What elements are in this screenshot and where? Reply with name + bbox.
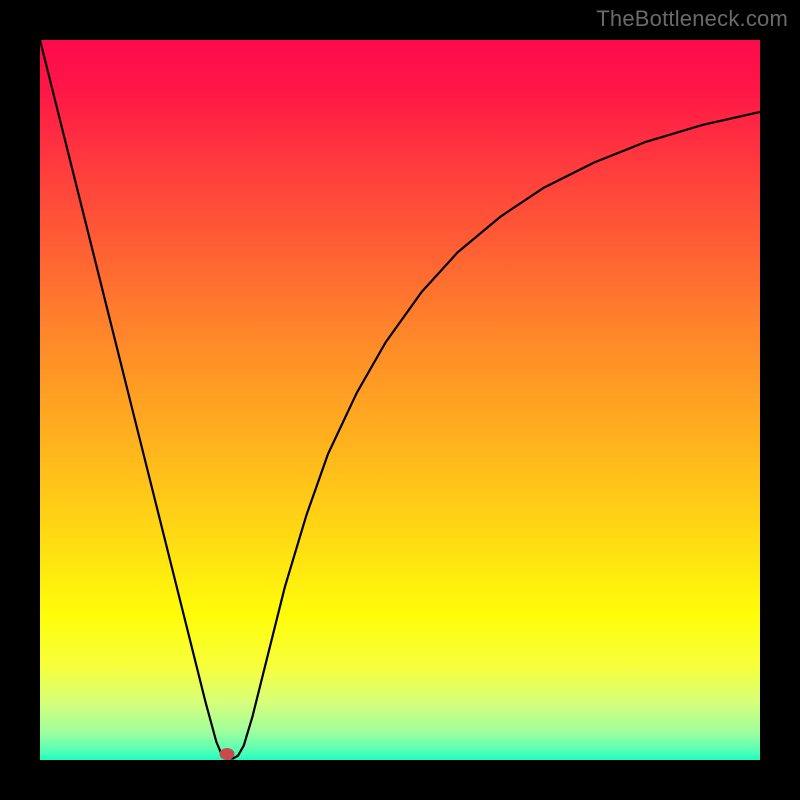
plot-area — [40, 40, 760, 760]
watermark-text: TheBottleneck.com — [596, 6, 788, 32]
chart-container: TheBottleneck.com — [0, 0, 800, 800]
bottleneck-curve — [40, 40, 760, 759]
curve-layer — [40, 40, 760, 760]
minimum-marker — [220, 748, 235, 760]
